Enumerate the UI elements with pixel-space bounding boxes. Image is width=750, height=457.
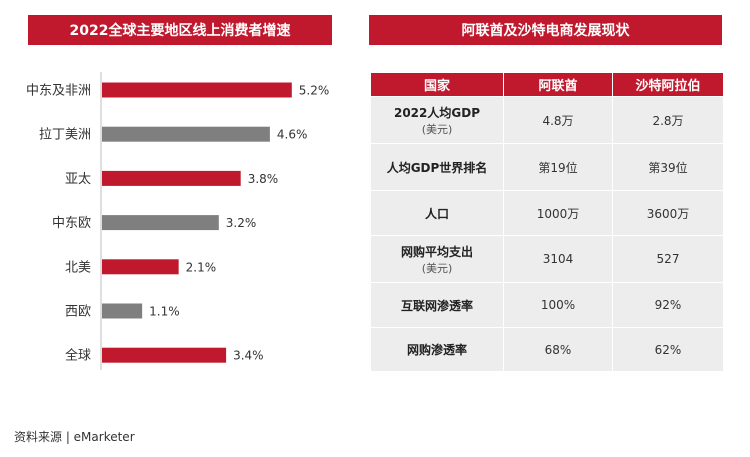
cell-uae: 第19位 bbox=[504, 144, 612, 190]
table-row: 网购平均支出 (美元) 3104 527 bbox=[371, 236, 723, 282]
category-label: 中东及非洲 bbox=[26, 84, 91, 99]
cell-saudi: 92% bbox=[613, 283, 723, 327]
row-label-text: 人均GDP世界排名 bbox=[386, 160, 488, 175]
comparison-table: 国家 阿联酋 沙特阿拉伯 2022人均GDP (美元) 4.8万 2.8万 人均… bbox=[370, 72, 724, 372]
table-title: 阿联酋及沙特电商发展现状 bbox=[461, 23, 630, 39]
table-row: 2022人均GDP (美元) 4.8万 2.8万 bbox=[371, 97, 723, 143]
header-country: 国家 bbox=[371, 73, 503, 96]
table-title-banner: 阿联酋及沙特电商发展现状 bbox=[369, 15, 722, 45]
bar bbox=[102, 82, 292, 98]
category-label: 拉丁美洲 bbox=[39, 128, 91, 143]
row-label-text: 网购渗透率 bbox=[406, 343, 467, 357]
row-sublabel: (美元) bbox=[421, 122, 453, 136]
row-label: 网购渗透率 bbox=[371, 328, 503, 371]
cell-saudi: 527 bbox=[613, 236, 723, 282]
data-label: 3.4% bbox=[233, 349, 264, 363]
data-label: 2.1% bbox=[186, 260, 217, 274]
table-row: 网购渗透率 68% 62% bbox=[371, 328, 723, 371]
chart-title-banner: 2022全球主要地区线上消费者增速 bbox=[28, 15, 332, 45]
bar-chart: 中东及非洲 5.2% 拉丁美洲 4.6% 亚太 3.8% 中东欧 3.2% 北美 2.1% 西欧 1.… bbox=[26, 72, 330, 370]
cell-uae: 4.8万 bbox=[504, 97, 612, 143]
source-note: 资料来源 | eMarketer bbox=[14, 430, 135, 444]
header-saudi: 沙特阿拉伯 bbox=[613, 73, 723, 96]
table-row: 互联网渗透率 100% 92% bbox=[371, 283, 723, 327]
row-label: 2022人均GDP (美元) bbox=[371, 97, 503, 143]
category-label: 西欧 bbox=[65, 305, 91, 320]
cell-saudi: 第39位 bbox=[613, 144, 723, 190]
table-row: 人均GDP世界排名 第19位 第39位 bbox=[371, 144, 723, 190]
cell-uae: 68% bbox=[504, 328, 612, 371]
row-label-text: 2022人均GDP bbox=[393, 105, 480, 120]
table-header-row: 国家 阿联酋 沙特阿拉伯 bbox=[371, 73, 723, 96]
bar bbox=[102, 215, 219, 231]
header-uae: 阿联酋 bbox=[504, 73, 612, 96]
bar bbox=[102, 126, 270, 142]
category-label: 北美 bbox=[65, 260, 91, 275]
bar bbox=[102, 347, 227, 363]
cell-uae: 1000万 bbox=[504, 191, 612, 235]
bar bbox=[102, 303, 143, 319]
cell-saudi: 3600万 bbox=[613, 191, 723, 235]
cell-uae: 100% bbox=[504, 283, 612, 327]
category-label: 亚太 bbox=[65, 172, 91, 187]
row-label: 互联网渗透率 bbox=[371, 283, 503, 327]
bar bbox=[102, 170, 241, 186]
row-label-text: 互联网渗透率 bbox=[400, 298, 473, 313]
cell-saudi: 62% bbox=[613, 328, 723, 371]
table-row: 人口 1000万 3600万 bbox=[371, 191, 723, 235]
category-label: 中东欧 bbox=[52, 216, 91, 231]
row-label: 人口 bbox=[371, 191, 503, 235]
row-sublabel: (美元) bbox=[421, 261, 453, 275]
row-label: 人均GDP世界排名 bbox=[371, 144, 503, 190]
cell-saudi: 2.8万 bbox=[613, 97, 723, 143]
data-label: 4.6% bbox=[277, 128, 308, 142]
data-label: 1.1% bbox=[149, 305, 180, 319]
category-label: 全球 bbox=[65, 348, 91, 364]
data-label: 3.2% bbox=[226, 216, 256, 230]
bar bbox=[102, 259, 179, 275]
row-label-text: 网购平均支出 bbox=[400, 244, 473, 259]
row-label: 网购平均支出 (美元) bbox=[371, 236, 503, 282]
data-label: 3.8% bbox=[248, 172, 279, 186]
data-label: 5.2% bbox=[299, 84, 330, 98]
cell-uae: 3104 bbox=[504, 236, 612, 282]
chart-title: 2022全球主要地区线上消费者增速 bbox=[69, 23, 291, 39]
row-label-text: 人口 bbox=[424, 206, 449, 221]
